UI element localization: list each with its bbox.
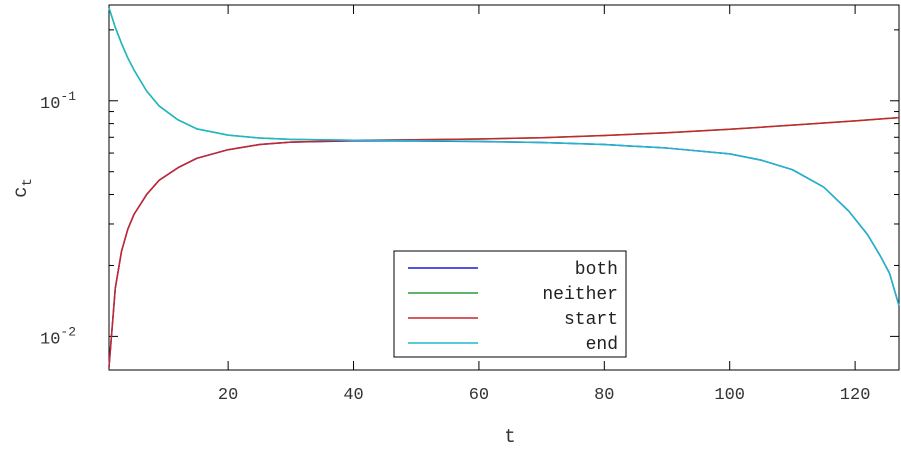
ticks (109, 5, 899, 370)
series-line-end (108, 7, 900, 306)
series-lines (108, 7, 900, 368)
y-tick-label: 10-1 (40, 89, 76, 114)
y-tick-label-exponent: -1 (60, 89, 76, 104)
x-axis-label: t (504, 426, 515, 448)
x-tick-label: 80 (594, 386, 614, 405)
legend-label-start: start (564, 310, 618, 330)
x-tick-label: 120 (840, 386, 871, 405)
y-tick-label-exponent: -2 (60, 324, 76, 339)
legend-label-neither: neither (542, 285, 618, 305)
y-axis-label-subscript: t (20, 178, 36, 186)
x-tick-label: 60 (469, 386, 489, 405)
legend-label-both: both (575, 260, 618, 280)
legend-label-end: end (586, 335, 618, 355)
y-tick-label-base: 10 (40, 95, 60, 114)
series-line-neither (108, 7, 900, 141)
y-tick-label: 10-2 (40, 324, 76, 349)
x-tick-label: 40 (343, 386, 363, 405)
y-axis-label: ct (10, 178, 36, 198)
plot-frame (108, 4, 900, 371)
legend: both neither start end (393, 250, 627, 358)
x-tick-label: 20 (218, 386, 238, 405)
series-line-start (108, 116, 900, 368)
y-axis-label-base: c (10, 187, 32, 198)
x-tick-label: 100 (714, 386, 745, 405)
y-tick-label-base: 10 (40, 330, 60, 349)
